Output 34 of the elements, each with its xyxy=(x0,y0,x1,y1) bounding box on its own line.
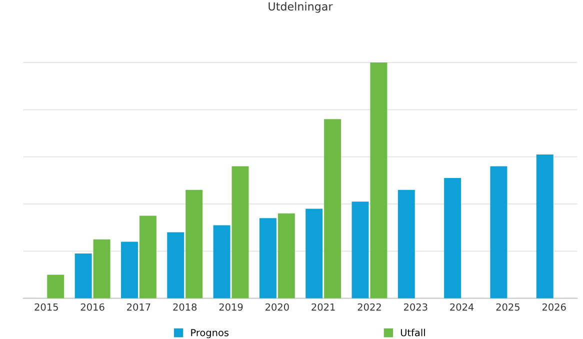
bar xyxy=(444,178,462,298)
x-tick-label: 2015 xyxy=(34,303,58,311)
x-tick-label: 2026 xyxy=(542,303,566,311)
bar xyxy=(278,213,295,298)
x-tick-label: 2021 xyxy=(312,303,335,311)
legend-label: Utfall xyxy=(400,328,425,336)
bar xyxy=(370,62,388,298)
x-tick-label: 2016 xyxy=(80,303,104,311)
x-tick-label: 2023 xyxy=(404,303,428,311)
x-tick-label: 2025 xyxy=(496,303,520,311)
bar xyxy=(93,239,110,298)
bar xyxy=(213,225,230,298)
bar xyxy=(490,166,508,298)
bar xyxy=(47,274,64,298)
bar xyxy=(186,190,203,298)
bar xyxy=(536,154,554,298)
x-tick-label: 2018 xyxy=(173,303,197,311)
bar xyxy=(306,208,323,298)
bar xyxy=(139,216,156,298)
bar xyxy=(398,190,415,298)
bar xyxy=(167,232,184,298)
chart-title: Utdelningar xyxy=(268,2,333,13)
x-tick-label: 2024 xyxy=(450,303,474,311)
bar xyxy=(352,202,369,298)
x-tick-label: 2020 xyxy=(266,303,289,311)
bar xyxy=(120,242,138,298)
bar xyxy=(324,119,342,298)
x-tick-label: 2019 xyxy=(219,303,243,311)
bar xyxy=(74,254,92,298)
legend-label: Prognos xyxy=(191,329,229,338)
x-tick-label: 2017 xyxy=(127,303,150,311)
bar xyxy=(232,166,249,298)
bar xyxy=(259,218,276,298)
x-tick-label: 2022 xyxy=(358,303,381,311)
